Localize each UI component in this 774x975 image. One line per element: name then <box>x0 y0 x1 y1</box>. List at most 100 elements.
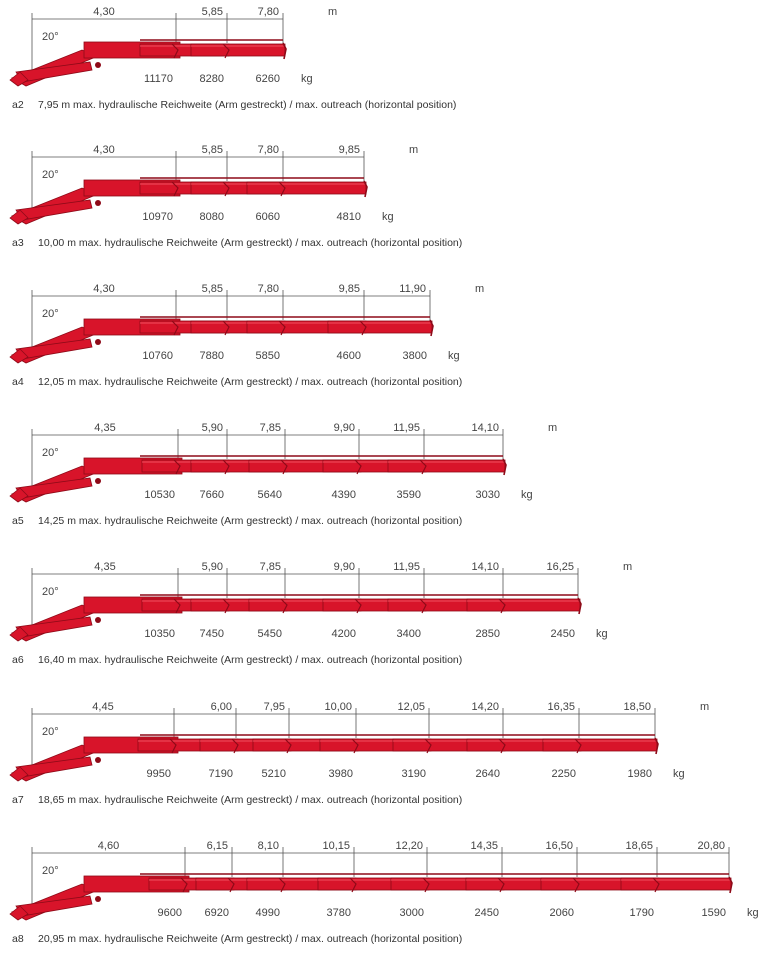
reach-label: 4,45 <box>92 701 113 713</box>
unit-m-label: m <box>409 144 418 156</box>
load-label: 5850 <box>256 350 280 362</box>
angle-label: 20° <box>42 586 59 598</box>
reach-label: 9,85 <box>339 283 360 295</box>
reach-label: 20,80 <box>697 840 725 852</box>
load-label: 3190 <box>402 768 426 780</box>
boom-tip <box>429 319 434 337</box>
load-label: 3000 <box>400 907 424 919</box>
configuration-code: a5 <box>12 515 24 527</box>
unit-kg-label: kg <box>448 350 460 362</box>
column-foot <box>9 71 29 87</box>
boom-tip <box>502 458 507 476</box>
reach-label: 16,35 <box>547 701 575 713</box>
reach-label: 12,05 <box>397 701 425 713</box>
reach-label: 14,20 <box>471 701 499 713</box>
section-joint <box>173 459 181 475</box>
load-label: 3030 <box>476 489 500 501</box>
config-a4: 4,30 5,85 7,80 9,85 11,90 m 20° 10760 7880 5850 46… <box>9 283 484 388</box>
load-label: 9600 <box>158 907 182 919</box>
reach-label: 4,30 <box>93 6 114 18</box>
boom-tip <box>654 737 659 755</box>
section-joint <box>173 598 181 614</box>
angle-label: 20° <box>42 308 59 320</box>
load-label: 9950 <box>147 768 171 780</box>
pivot-joint <box>95 478 101 484</box>
reach-label: 4,35 <box>94 422 115 434</box>
angle-label: 20° <box>42 31 59 43</box>
section-joint <box>227 877 235 893</box>
load-label: 3400 <box>397 628 421 640</box>
section-joint <box>169 738 177 754</box>
column-foot <box>9 209 29 225</box>
section-joint <box>354 598 362 614</box>
angle-label: 20° <box>42 169 59 181</box>
column-foot <box>9 348 29 364</box>
section-joint <box>419 598 427 614</box>
section-joint <box>180 877 188 893</box>
configuration-code: a2 <box>12 99 24 111</box>
load-label: 7190 <box>209 768 233 780</box>
load-label: 8280 <box>200 73 224 85</box>
load-label: 5450 <box>258 628 282 640</box>
section-joint <box>222 459 230 475</box>
load-label: 6060 <box>256 211 280 223</box>
configuration-caption: 16,40 m max. hydraulische Reichweite (Ar… <box>38 654 462 666</box>
section-joint <box>498 598 506 614</box>
load-label: 10760 <box>142 350 173 362</box>
load-label: 2850 <box>476 628 500 640</box>
load-label: 5210 <box>262 768 286 780</box>
section-joint <box>652 877 660 893</box>
load-label: 6260 <box>256 73 280 85</box>
angle-label: 20° <box>42 865 59 877</box>
reach-label: 8,10 <box>258 840 279 852</box>
reach-label: 5,90 <box>202 422 223 434</box>
load-label: 4810 <box>337 211 361 223</box>
reach-label: 6,00 <box>211 701 232 713</box>
reach-label: 10,15 <box>322 840 350 852</box>
reach-label: 14,10 <box>471 561 499 573</box>
reach-label: 12,20 <box>395 840 423 852</box>
section-joint <box>222 181 230 197</box>
section-joint <box>497 877 505 893</box>
reach-label: 7,85 <box>260 422 281 434</box>
load-label: 4600 <box>337 350 361 362</box>
config-a2: 4,30 5,85 7,80 m 20° 11170 8280 6260 kg a2 7,95 m … <box>9 6 456 111</box>
configuration-caption: 12,05 m max. hydraulische Reichweite (Ar… <box>38 376 462 388</box>
configuration-caption: 7,95 m max. hydraulische Reichweite (Arm… <box>38 99 456 111</box>
reach-label: 7,80 <box>258 283 279 295</box>
load-label: 4990 <box>256 907 280 919</box>
reach-label: 11,95 <box>393 422 420 434</box>
reach-label: 16,25 <box>546 561 574 573</box>
configuration-caption: 10,00 m max. hydraulische Reichweite (Ar… <box>38 237 462 249</box>
configuration-code: a7 <box>12 794 24 806</box>
pivot-joint <box>95 896 101 902</box>
section-joint <box>422 877 430 893</box>
reach-label: 18,65 <box>625 840 653 852</box>
pivot-joint <box>95 200 101 206</box>
pivot-joint <box>95 757 101 763</box>
unit-kg-label: kg <box>521 489 533 501</box>
pivot-joint <box>95 339 101 345</box>
section-joint <box>349 877 357 893</box>
reach-label: 5,85 <box>202 6 223 18</box>
load-label: 2060 <box>550 907 574 919</box>
unit-m-label: m <box>475 283 484 295</box>
load-label: 3980 <box>329 768 353 780</box>
load-label: 1790 <box>630 907 654 919</box>
load-label: 1590 <box>702 907 726 919</box>
config-a3: 4,30 5,85 7,80 9,85 m 20° 10970 8080 6060 4810 kg a… <box>9 144 462 249</box>
load-label: 10350 <box>144 628 175 640</box>
reach-label: 4,30 <box>93 283 114 295</box>
section-joint <box>424 738 432 754</box>
pivot-joint <box>95 62 101 68</box>
unit-m-label: m <box>700 701 709 713</box>
load-label: 4200 <box>332 628 356 640</box>
reach-label: 5,90 <box>202 561 223 573</box>
reach-label: 4,35 <box>94 561 115 573</box>
load-label: 5640 <box>258 489 282 501</box>
config-a5: 4,35 5,90 7,85 9,90 11,95 14,10 m 20° 10530 7660 5… <box>9 422 557 527</box>
section-joint <box>574 738 582 754</box>
section-joint <box>222 320 230 336</box>
reach-label: 16,50 <box>545 840 573 852</box>
configuration-code: a3 <box>12 237 24 249</box>
